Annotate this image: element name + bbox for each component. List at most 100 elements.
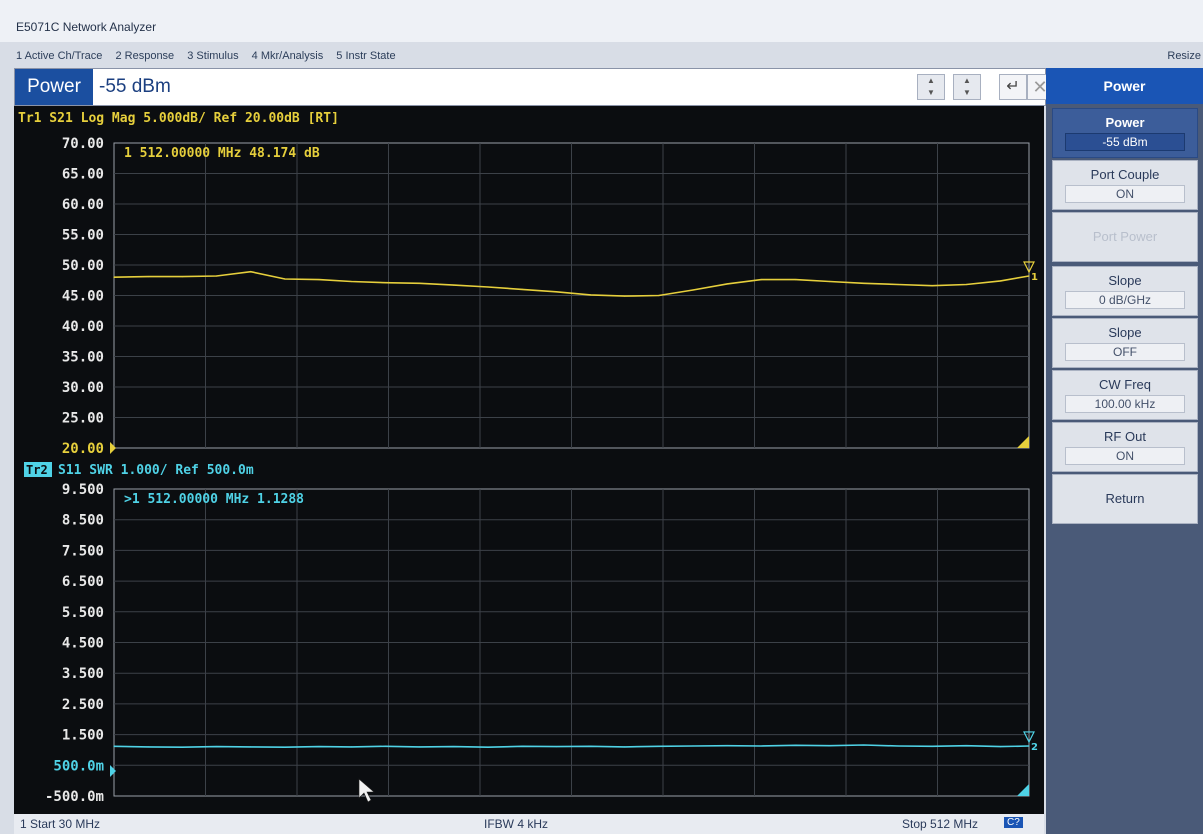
menu-bar: 1 Active Ch/Trace 2 Response 3 Stimulus … bbox=[16, 50, 406, 62]
y-tick-label: -500.0m bbox=[45, 789, 104, 805]
softkey-port-couple-value: ON bbox=[1065, 185, 1185, 203]
trace-point bbox=[624, 295, 626, 297]
scale-indicator-icon bbox=[1017, 784, 1029, 796]
trace-point bbox=[555, 745, 557, 748]
trace-point bbox=[318, 279, 320, 281]
y-tick-label: 1.500 bbox=[62, 728, 104, 744]
trace-point bbox=[589, 745, 592, 747]
trace-point bbox=[760, 745, 762, 747]
y-tick-label: 2.500 bbox=[62, 697, 104, 713]
trace-point bbox=[350, 280, 352, 283]
softkey-port-couple-label: Port Couple bbox=[1090, 167, 1160, 182]
step-up-down-icon[interactable]: ▲ ▼ bbox=[953, 74, 981, 100]
channel-badge: C? bbox=[1004, 817, 1023, 828]
trace-point bbox=[284, 746, 286, 748]
trace-point bbox=[863, 282, 865, 284]
trace-point bbox=[350, 746, 352, 748]
trace-point bbox=[284, 278, 286, 280]
trace-point bbox=[113, 745, 115, 747]
trace-point bbox=[487, 746, 489, 748]
trace-point bbox=[113, 276, 115, 278]
measurement-screen: 70.00 65.00 60.00 55.00 50.00 45.00 40.00 35.00… bbox=[14, 106, 1044, 814]
trace-point bbox=[897, 745, 899, 747]
menu-active-ch-trace[interactable]: 1 Active Ch/Trace bbox=[16, 50, 103, 62]
trace-point bbox=[384, 282, 387, 284]
y-tick-label: 8.500 bbox=[62, 513, 104, 529]
menu-instr-state[interactable]: 5 Instr State bbox=[336, 50, 396, 62]
softkey-menu-title: Power bbox=[1046, 68, 1203, 104]
ifbw-status[interactable]: IFBW 4 kHz bbox=[484, 817, 549, 831]
entry-label: Power bbox=[15, 69, 93, 105]
marker-number: 2 bbox=[1031, 742, 1038, 753]
trace-point bbox=[897, 283, 899, 286]
softkey-port-power[interactable]: Port Power bbox=[1052, 212, 1198, 262]
y-tick-label: 20.00 bbox=[62, 441, 104, 457]
softkey-slope-value-field: 0 dB/GHz bbox=[1065, 291, 1185, 309]
y-tick-label: 3.500 bbox=[62, 666, 104, 682]
enter-icon[interactable]: ↵ bbox=[999, 74, 1027, 100]
trace-line-2 bbox=[113, 744, 1030, 749]
softkey-return-label: Return bbox=[1105, 491, 1145, 506]
softkey-port-couple[interactable]: Port Couple ON bbox=[1052, 160, 1198, 210]
softkey-slope-toggle-value: OFF bbox=[1065, 343, 1185, 361]
y-tick-label: 25.00 bbox=[62, 411, 104, 427]
mouse-pointer-icon bbox=[358, 778, 375, 803]
trace-point bbox=[863, 744, 865, 746]
softkey-cw-freq-label: CW Freq bbox=[1099, 377, 1151, 392]
trace-point bbox=[794, 279, 797, 281]
trace-line-1 bbox=[113, 270, 1030, 297]
trace-point bbox=[453, 284, 455, 286]
stop-freq-status[interactable]: Stop 512 MHz bbox=[902, 817, 979, 831]
trace-point bbox=[658, 745, 660, 747]
trace-point bbox=[250, 271, 252, 273]
y-tick-label: 50.00 bbox=[62, 258, 104, 274]
menu-stimulus[interactable]: 3 Stimulus bbox=[187, 50, 239, 62]
y-tick-label: 40.00 bbox=[62, 319, 104, 335]
y-tick-label: 7.500 bbox=[62, 543, 104, 559]
y-tick-label: 4.500 bbox=[62, 636, 104, 652]
trace-point bbox=[999, 280, 1002, 282]
entry-value-field[interactable]: -55 dBm bbox=[99, 76, 171, 97]
softkey-rf-out[interactable]: RF Out ON bbox=[1052, 422, 1198, 472]
trace-point bbox=[1028, 275, 1030, 277]
y-tick-label: 6.500 bbox=[62, 574, 104, 590]
softkey-panel: Power Power -55 dBm Port Couple ON Port … bbox=[1046, 68, 1203, 834]
softkey-cw-freq[interactable]: CW Freq 100.00 kHz bbox=[1052, 370, 1198, 420]
trace-point bbox=[487, 286, 489, 288]
softkey-slope-toggle[interactable]: Slope OFF bbox=[1052, 318, 1198, 368]
title-bar: E5071C Network Analyzer bbox=[0, 0, 1203, 42]
trace-point bbox=[589, 294, 592, 296]
spin-up-down-icon[interactable]: ▲ ▼ bbox=[917, 74, 945, 100]
trace-point bbox=[692, 745, 694, 747]
resize-button[interactable]: Resize bbox=[1167, 50, 1201, 62]
softkey-slope-label: Slope bbox=[1108, 273, 1142, 288]
marker-number: 1 bbox=[1031, 272, 1038, 283]
trace-display: 70.00 65.00 60.00 55.00 50.00 45.00 40.00 35.00… bbox=[18, 111, 1038, 805]
scale-indicator-icon bbox=[1017, 436, 1029, 448]
trace-point bbox=[215, 275, 218, 277]
y-tick-label: 45.00 bbox=[62, 289, 104, 305]
softkey-rf-out-label: RF Out bbox=[1104, 429, 1146, 444]
trace-point bbox=[760, 279, 762, 281]
trace-point bbox=[521, 288, 523, 290]
softkey-slope-toggle-label: Slope bbox=[1108, 325, 1142, 340]
trace-point bbox=[521, 745, 523, 747]
start-freq-status[interactable]: 1 Start 30 MHz bbox=[20, 817, 101, 831]
trace-tag: Tr2 bbox=[26, 463, 48, 477]
softkey-power-label: Power bbox=[1105, 115, 1145, 130]
reference-pointer-icon bbox=[110, 442, 116, 454]
trace-point bbox=[181, 275, 183, 278]
trace-point bbox=[555, 291, 557, 293]
marker-triangle-icon bbox=[1023, 261, 1035, 274]
trace-point bbox=[965, 283, 967, 286]
softkey-power[interactable]: Power -55 dBm bbox=[1052, 108, 1198, 158]
softkey-return[interactable]: Return bbox=[1052, 474, 1198, 524]
trace-title: Tr1 S21 Log Mag 5.000dB/ Ref 20.00dB [RT… bbox=[18, 111, 339, 126]
trace-point bbox=[931, 285, 933, 287]
trace-point bbox=[794, 744, 797, 746]
menu-mkr-analysis[interactable]: 4 Mkr/Analysis bbox=[251, 50, 324, 62]
trace-point bbox=[692, 289, 694, 291]
y-tick-label: 35.00 bbox=[62, 350, 104, 366]
softkey-slope-value[interactable]: Slope 0 dB/GHz bbox=[1052, 266, 1198, 316]
menu-response[interactable]: 2 Response bbox=[115, 50, 175, 62]
